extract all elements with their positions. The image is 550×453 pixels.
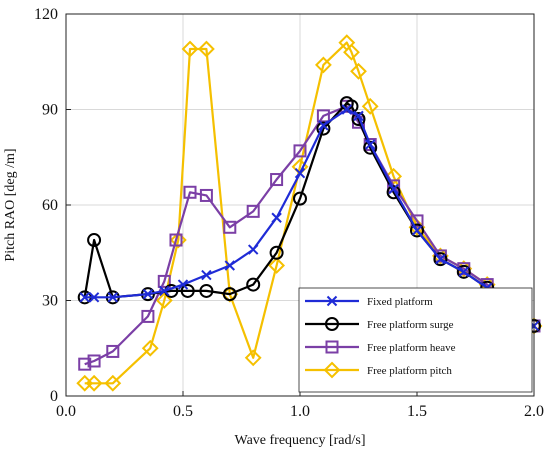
legend-label: Free platform pitch: [367, 365, 452, 377]
legend-label: Fixed platform: [367, 296, 433, 308]
x-tick-label: 0.0: [56, 403, 76, 420]
x-tick-label: 1.0: [290, 403, 310, 420]
x-tick-label: 1.5: [407, 403, 427, 420]
y-tick-label: 90: [42, 102, 58, 119]
legend-label: Free platform heave: [367, 342, 456, 354]
x-tick-label: 2.0: [524, 403, 544, 420]
x-tick-label: 0.5: [173, 403, 193, 420]
legend-item-2: Free platform surge: [305, 318, 454, 331]
y-axis-label: Pitch RAO [deg /m]: [3, 148, 18, 261]
y-tick-label: 0: [50, 388, 58, 405]
y-tick-label: 120: [34, 6, 58, 23]
y-tick-label: 30: [42, 293, 58, 310]
legend: Fixed platform Free platform surge Free pl…: [299, 288, 532, 392]
legend-label: Free platform surge: [367, 319, 454, 331]
y-tick-label: 60: [42, 197, 58, 214]
x-axis-label: Wave frequency [rad/s]: [234, 433, 365, 448]
